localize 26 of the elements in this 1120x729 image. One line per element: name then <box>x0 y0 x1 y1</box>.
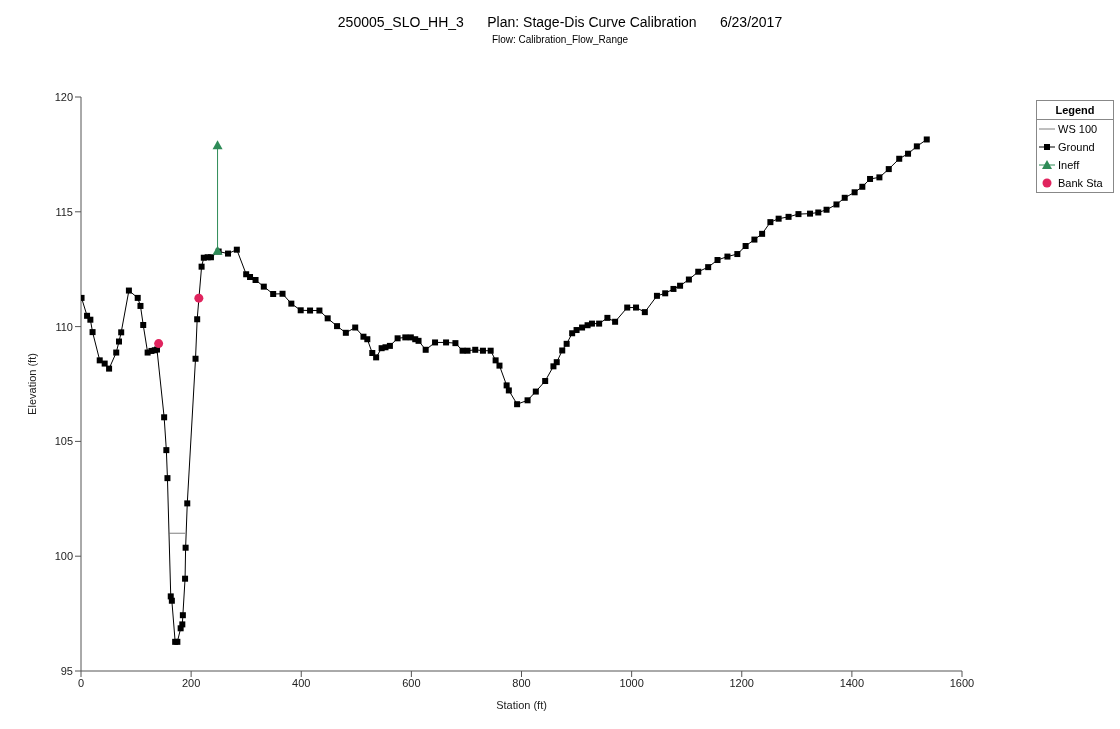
x-tick-label: 0 <box>77 676 85 689</box>
x-tick-label: 1400 <box>839 676 865 689</box>
x-tick-label: 400 <box>292 676 311 689</box>
x-tick-label: 1000 <box>619 676 644 689</box>
legend-label: Ineff <box>1058 159 1080 171</box>
y-tick-label: 105 <box>54 435 73 448</box>
point <box>194 293 204 303</box>
legend-label: Ground <box>1058 141 1095 153</box>
x-tick-label: 600 <box>402 676 421 689</box>
x-tick-label: 800 <box>512 676 531 689</box>
legend-label: WS 100 <box>1058 123 1098 135</box>
point <box>154 339 164 349</box>
x-axis-title: Station (ft) <box>496 699 547 711</box>
y-axis-title: Elevation (ft) <box>25 353 38 415</box>
y-tick-label: 95 <box>60 664 73 677</box>
x-tick-label: 1600 <box>949 676 975 689</box>
y-tick-label: 120 <box>54 90 73 103</box>
x-tick-label: 200 <box>181 676 201 689</box>
chart-title: 250005_SLO_HH_3 Plan: Stage-Dis Curve Calibration 6/23/2017 <box>336 14 784 30</box>
x-tick-label: 1200 <box>729 676 754 689</box>
legend-label: Bank Sta <box>1058 177 1103 189</box>
y-tick-label: 100 <box>54 550 73 563</box>
legend-title: Legend <box>1037 101 1113 120</box>
chart-subtitle: Flow: Calibration_Flow_Range <box>490 34 630 45</box>
y-tick-label: 110 <box>55 320 73 333</box>
y-tick-label: 115 <box>55 205 73 218</box>
